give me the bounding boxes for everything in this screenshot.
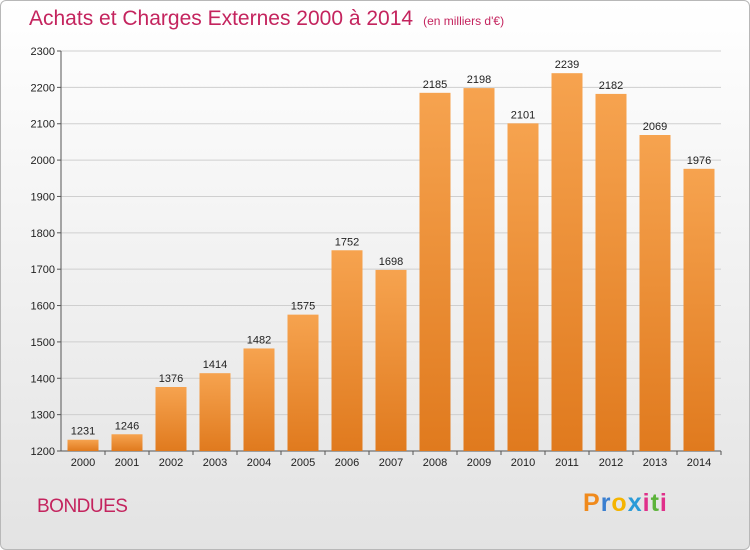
value-label-2014: 1976 [687, 155, 711, 167]
proxiti-logo: Proxiti [583, 489, 668, 518]
logo-letter-t: t [650, 489, 660, 517]
bar-2003 [199, 373, 231, 451]
y-tick-label: 1800 [31, 228, 55, 240]
bar-2005 [287, 314, 319, 451]
x-tick-label-2002: 2002 [159, 457, 183, 469]
value-label-2006: 1752 [335, 236, 359, 248]
logo-letter-p: P [583, 489, 601, 517]
value-label-2012: 2182 [599, 80, 623, 92]
value-label-2002: 1376 [159, 373, 183, 385]
value-label-2000: 1231 [71, 426, 95, 438]
x-tick-label-2004: 2004 [247, 457, 271, 469]
bar-2008 [419, 92, 451, 452]
y-tick-label: 1600 [31, 301, 55, 313]
bar-2014 [683, 168, 715, 451]
y-tick-label: 1700 [31, 264, 55, 276]
bar-2012 [595, 93, 627, 451]
value-label-2013: 2069 [643, 121, 667, 133]
y-tick-label: 2000 [31, 155, 55, 167]
y-tick-label: 1500 [31, 337, 55, 349]
chart-title: Achats et Charges Externes 2000 à 2014 (e… [29, 7, 504, 31]
y-tick-label: 1200 [31, 446, 55, 458]
value-label-2004: 1482 [247, 334, 271, 346]
logo-letter-i: i [642, 489, 651, 517]
bar-2002 [155, 387, 187, 451]
y-tick-label: 1400 [31, 373, 55, 385]
x-tick-label-2012: 2012 [599, 457, 623, 469]
y-tick-labels: 1200 1300 1400 1500 1600 1700 1800 1900 2000 2100… [31, 46, 55, 458]
x-tick-label-2011: 2011 [555, 457, 579, 469]
y-tick-label: 2100 [31, 119, 55, 131]
y-tick-label: 2200 [31, 82, 55, 94]
value-label-2011: 2239 [555, 59, 579, 71]
place-name: BONDUES [37, 496, 128, 517]
x-tick-labels: 2000 2001 2002 2003 2004 2005 2006 2007 2008 2009… [71, 457, 711, 469]
bars [67, 73, 715, 452]
bar-2001 [111, 434, 143, 451]
y-tick-label: 2300 [31, 46, 55, 58]
logo-letter-x: x [627, 489, 643, 517]
chart-subtitle: (en milliers d'€) [423, 14, 505, 28]
value-label-2003: 1414 [203, 359, 227, 371]
x-tick-label-2001: 2001 [115, 457, 139, 469]
x-tick-label-2007: 2007 [379, 457, 403, 469]
value-label-2010: 2101 [511, 109, 535, 121]
x-tick-label-2008: 2008 [423, 457, 447, 469]
bar-2006 [331, 250, 363, 451]
value-label-2009: 2198 [467, 74, 491, 86]
value-label-2007: 1698 [379, 256, 403, 268]
logo-letter-r: r [600, 489, 612, 517]
y-tick-label: 1300 [31, 410, 55, 422]
x-tick-label-2003: 2003 [203, 457, 227, 469]
bar-2013 [639, 135, 671, 451]
x-tick-label-2005: 2005 [291, 457, 315, 469]
value-labels: 1231 1246 1376 1414 1482 1575 1752 1698 2185 2198… [71, 59, 711, 438]
bar-2011 [551, 73, 583, 451]
x-tick-label-2000: 2000 [71, 457, 95, 469]
value-label-2001: 1246 [115, 420, 139, 432]
x-tick-label-2013: 2013 [643, 457, 667, 469]
x-tick-label-2006: 2006 [335, 457, 359, 469]
bar-2000 [67, 439, 99, 451]
x-tick-label-2010: 2010 [511, 457, 535, 469]
y-tick-label: 1900 [31, 191, 55, 203]
bar-2007 [375, 269, 407, 451]
title-text: Achats et Charges Externes 2000 à 2014 [29, 7, 414, 30]
value-label-2008: 2185 [423, 79, 447, 91]
bar-2010 [507, 123, 539, 451]
bar-2009 [463, 88, 495, 451]
x-tick-label-2014: 2014 [687, 457, 711, 469]
value-label-2005: 1575 [291, 301, 315, 313]
x-tick-label-2009: 2009 [467, 457, 491, 469]
logo-letter-i2: i [659, 489, 668, 517]
logo-letter-o: o [611, 489, 628, 517]
bar-2004 [243, 348, 275, 451]
